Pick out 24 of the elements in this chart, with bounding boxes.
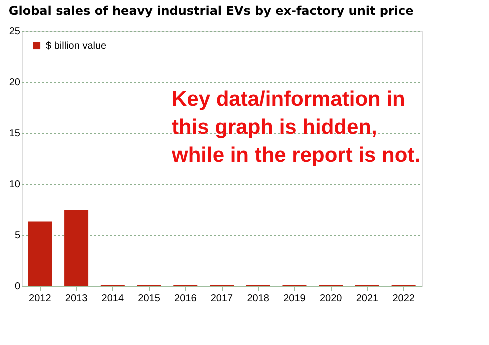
x-tick-label: 2021: [356, 294, 380, 304]
y-tick-label: 15: [9, 128, 21, 140]
bar: [28, 222, 52, 286]
x-tick-label: 2014: [102, 294, 124, 304]
x-tick-label: 2017: [210, 294, 234, 304]
x-tick-label: 2018: [247, 294, 270, 304]
legend-label: $ billion value: [46, 41, 108, 52]
y-tick-label: 10: [9, 180, 21, 190]
y-tick-label: 5: [14, 230, 21, 242]
chart-title: Global sales of heavy industrial EVs by ex-factory unit price: [8, 4, 414, 18]
annotation: while in the report is not.: [171, 144, 421, 167]
x-tick-label: 2012: [29, 294, 52, 304]
annotation: this graph is hidden,: [172, 116, 378, 139]
bar: [64, 210, 89, 286]
y-tick-label: 20: [9, 78, 21, 88]
x-tick-label: 2020: [320, 294, 343, 304]
y-tick-label: 0: [14, 282, 21, 292]
x-tick-label: 2016: [174, 294, 198, 304]
y-tick-label: 25: [9, 26, 21, 38]
annotation: Key data/information in: [172, 88, 406, 111]
x-tick-label: 2022: [392, 294, 416, 304]
x-tick-label: 2015: [138, 294, 161, 304]
x-tick-label: 2013: [65, 294, 88, 304]
x-tick-label: 2019: [284, 294, 306, 304]
